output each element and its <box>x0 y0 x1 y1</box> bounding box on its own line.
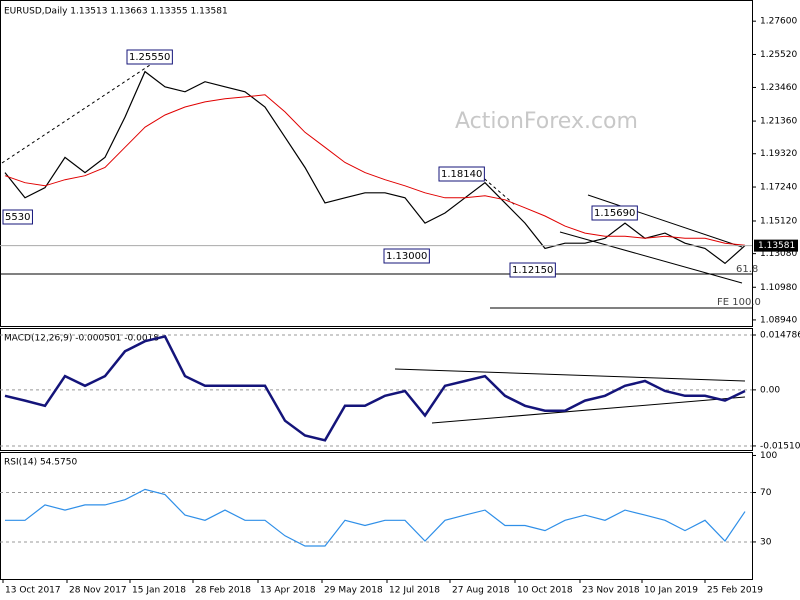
x-tick-label: 25 Feb 2019 <box>707 586 763 596</box>
last-price-label: 1.13581 <box>758 241 795 251</box>
y-tick-label: -0.015107 <box>760 441 800 451</box>
y-tick-label: 1.23460 <box>760 83 797 93</box>
annotation-box <box>126 49 173 65</box>
series-line <box>4 70 746 265</box>
annotation-box <box>383 248 430 264</box>
annotation: 1.15690 <box>594 208 635 219</box>
annotation: FE 100.0 <box>717 297 761 308</box>
y-tick-label: 1.21360 <box>760 117 797 127</box>
annotation: 1.13000 <box>386 251 427 262</box>
y-tick-label: 1.25520 <box>760 50 797 60</box>
y-tick-label: 1.27600 <box>760 17 797 27</box>
x-tick-label: 23 Nov 2018 <box>582 586 640 596</box>
y-tick-label: 70 <box>760 488 772 498</box>
macd-title: MACD(12,26,9) -0.000501 -0.0018 <box>4 334 159 344</box>
x-tick-label: 15 Jan 2018 <box>132 586 186 596</box>
annotation: 1.25550 <box>129 52 170 63</box>
x-tick-label: 13 Oct 2017 <box>5 586 61 596</box>
series-line <box>5 488 746 547</box>
x-tick-label: 10 Oct 2018 <box>517 586 573 596</box>
annotation-box <box>509 262 556 278</box>
x-tick-label: 29 May 2018 <box>324 586 383 596</box>
y-tick-label: 1.17240 <box>760 183 797 193</box>
x-tick-label: 28 Nov 2017 <box>69 586 127 596</box>
annotation: 61.8 <box>736 264 758 275</box>
x-tick-label: 27 Aug 2018 <box>452 586 510 596</box>
y-tick-label: 1.08940 <box>760 315 797 325</box>
annotation-box <box>2 209 33 225</box>
rsi-panel <box>0 452 753 580</box>
x-tick-label: 13 Apr 2018 <box>260 586 316 596</box>
macd-trend-line <box>431 396 746 424</box>
y-tick-label: 1.19320 <box>760 149 797 159</box>
y-tick-label: 30 <box>760 537 772 547</box>
x-tick-label: 28 Feb 2018 <box>195 586 251 596</box>
watermark: ActionForex.com <box>455 109 638 134</box>
series-line <box>4 94 746 246</box>
last-price-box <box>754 239 798 252</box>
annotation: 5530 <box>5 212 30 223</box>
x-tick-label: 10 Jan 2019 <box>644 586 698 596</box>
annotation-box <box>438 166 485 182</box>
trend-line <box>479 174 516 206</box>
y-tick-label: 1.15120 <box>760 216 797 226</box>
y-tick-label: 0.00 <box>760 385 780 395</box>
annotation-box <box>591 205 638 221</box>
y-tick-label: 0.014786 <box>760 330 800 340</box>
y-tick-label: 1.13080 <box>760 249 797 259</box>
rsi-title: RSI(14) 54.5750 <box>4 458 77 468</box>
channel-line <box>587 194 743 248</box>
macd-trend-line <box>394 368 746 382</box>
annotation: 1.18140 <box>441 169 482 180</box>
series-line <box>4 334 746 442</box>
y-tick-label: 1.10980 <box>760 283 797 293</box>
annotation: 1.12150 <box>512 265 553 276</box>
x-tick-label: 12 Jul 2018 <box>389 586 440 596</box>
price-panel <box>0 0 753 327</box>
price-title: EURUSD,Daily 1.13513 1.13663 1.13355 1.1… <box>4 7 228 17</box>
y-tick-label: 100 <box>760 451 777 461</box>
